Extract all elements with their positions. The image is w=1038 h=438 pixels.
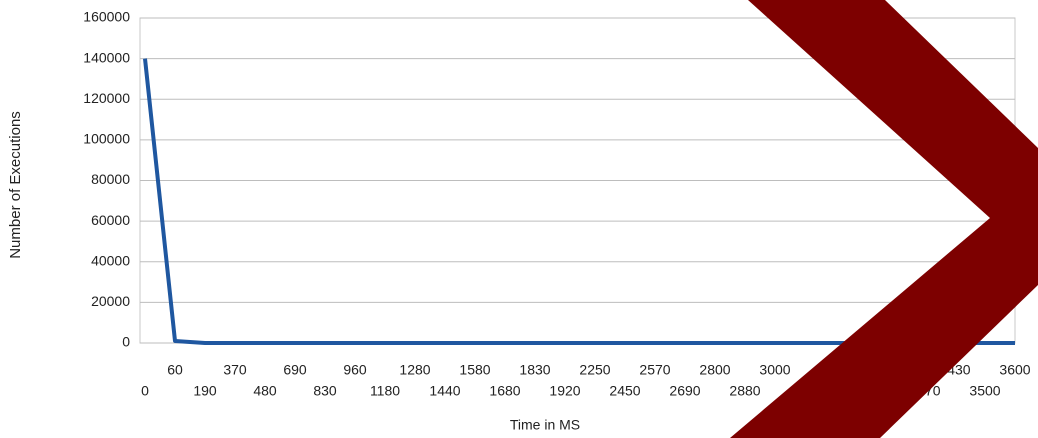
y-tick-label: 60000 (91, 212, 130, 228)
x-tick-label: 1830 (519, 362, 550, 378)
x-tick-label: 370 (223, 362, 247, 378)
x-tick-label: 3000 (759, 362, 790, 378)
x-tick-label: 3600 (999, 362, 1030, 378)
y-tick-label: 120000 (83, 90, 130, 106)
x-tick-label: 1280 (399, 362, 430, 378)
x-tick-label: 3500 (969, 383, 1000, 399)
y-tick-label: 80000 (91, 171, 130, 187)
x-tick-label: 2880 (729, 383, 760, 399)
x-tick-label: 2800 (699, 362, 730, 378)
y-tick-label: 100000 (83, 131, 130, 147)
x-tick-label: 480 (253, 383, 277, 399)
x-tick-label: 2690 (669, 383, 700, 399)
x-tick-label: 1920 (549, 383, 580, 399)
x-tick-label: 1180 (370, 383, 400, 399)
x-tick-label: 60 (167, 362, 183, 378)
y-tick-label: 140000 (83, 49, 130, 65)
y-tick-label: 0 (122, 334, 130, 350)
x-tick-label: 830 (313, 383, 337, 399)
x-axis-label: Time in MS (510, 417, 580, 433)
chevron-overlay (730, 0, 1038, 438)
x-tick-label: 690 (283, 362, 307, 378)
y-axis-label: Number of Executions (7, 111, 24, 259)
y-tick-label: 20000 (91, 293, 130, 309)
x-tick-label: 190 (193, 383, 217, 399)
x-tick-label: 1440 (429, 383, 460, 399)
x-tick-label: 1580 (459, 362, 490, 378)
x-tick-label: 0 (141, 383, 149, 399)
x-tick-label: 1680 (489, 383, 520, 399)
y-tick-label: 40000 (91, 252, 130, 268)
x-tick-label: 2570 (639, 362, 670, 378)
x-tick-label: 2250 (579, 362, 610, 378)
y-tick-label: 160000 (83, 9, 130, 25)
x-tick-label: 2450 (609, 383, 640, 399)
x-tick-label: 960 (343, 362, 367, 378)
